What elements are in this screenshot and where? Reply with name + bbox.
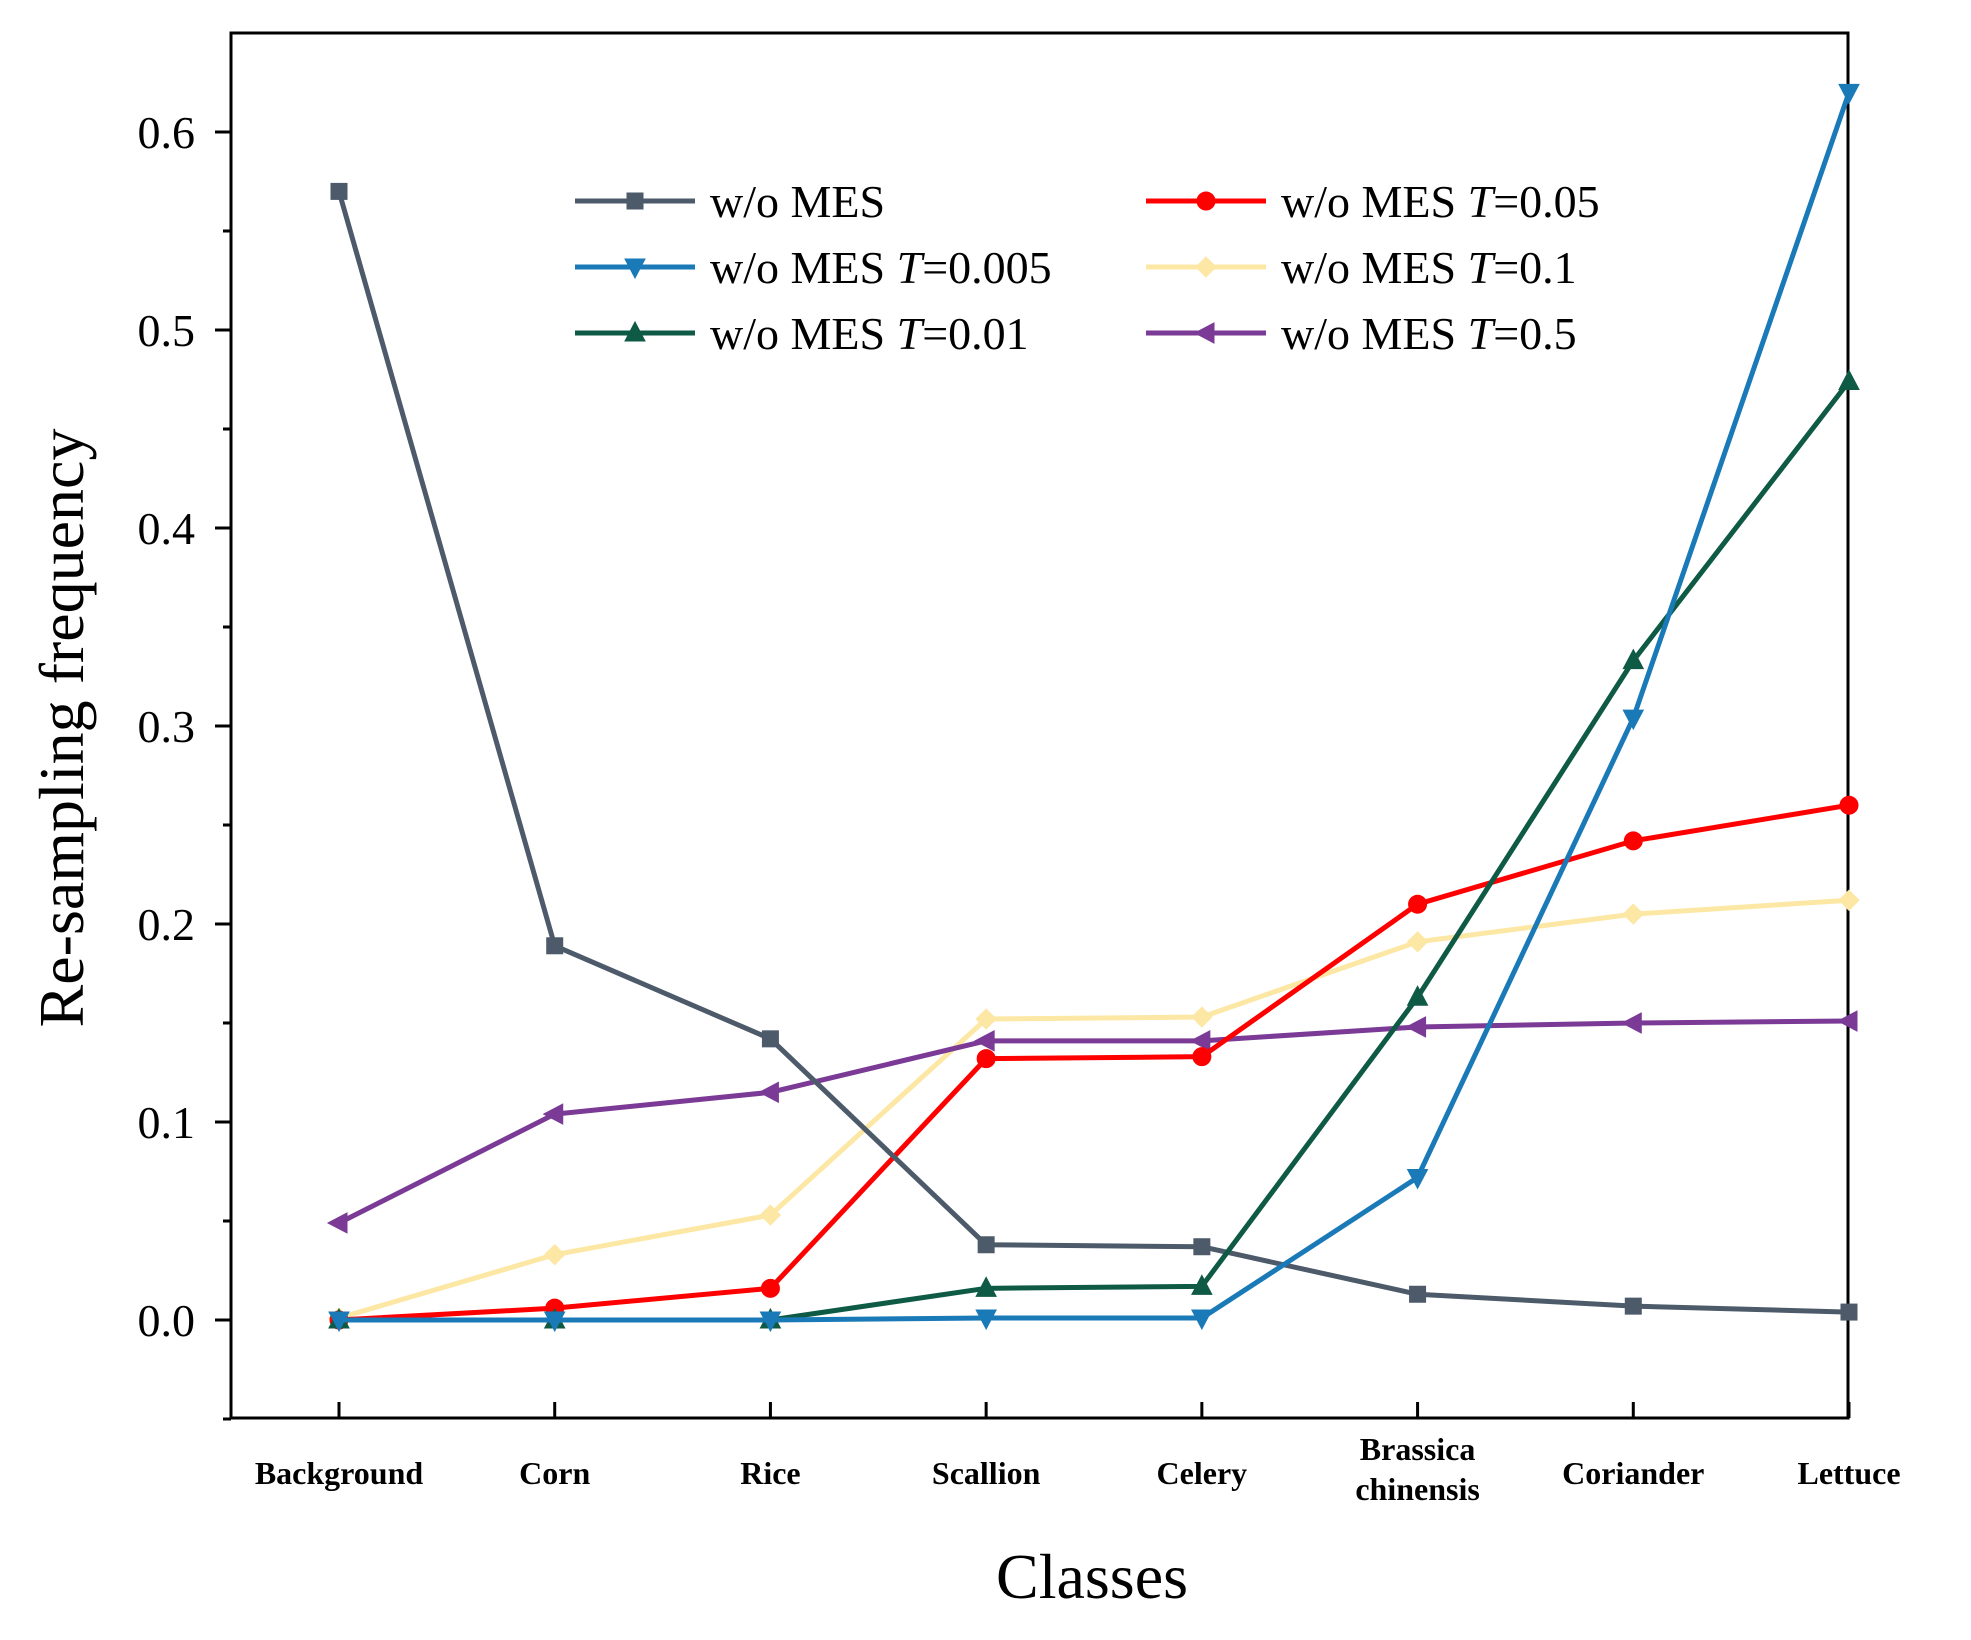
x-axis: Background Corn Rice Scallion Celery Brassica… — [255, 1402, 1901, 1507]
x-tick-label: Scallion — [932, 1455, 1041, 1491]
series-line — [337, 1018, 1850, 1226]
legend-marker — [624, 320, 646, 342]
data-point — [328, 1311, 350, 1333]
data-point — [330, 182, 348, 200]
data-point — [760, 1278, 780, 1298]
legend-label: w/o MES — [710, 176, 885, 227]
series-line — [338, 802, 1850, 1323]
y-tick-label: 0.0 — [138, 1295, 196, 1346]
data-point — [546, 937, 564, 955]
data-point — [326, 1212, 348, 1234]
data-point — [1405, 1016, 1427, 1038]
legend-item: w/o MES T=0.1 — [1146, 242, 1577, 293]
legend-item: w/o MES T=0.005 — [575, 242, 1052, 293]
data-point — [977, 1236, 995, 1254]
x-tick-label: Brassica chinensis — [1355, 1431, 1479, 1507]
data-point — [1406, 1168, 1429, 1190]
data-point — [1406, 985, 1429, 1006]
legend-marker — [1193, 322, 1215, 344]
x-tick-label: Lettuce — [1797, 1455, 1900, 1491]
legend-label: w/o MES T=0.005 — [710, 242, 1052, 293]
data-point — [1409, 1285, 1427, 1303]
data-point — [544, 1243, 566, 1266]
data-point — [759, 1311, 782, 1333]
y-tick-label: 0.5 — [138, 305, 196, 356]
series-line — [339, 91, 1852, 1323]
y-tick-label: 0.2 — [138, 899, 196, 950]
legend-item: w/o MES T=0.5 — [1146, 308, 1577, 359]
series-triangle-left — [326, 1010, 1858, 1234]
y-tick-label: 0.6 — [138, 107, 196, 158]
legend-marker — [1195, 256, 1217, 278]
legend-marker — [624, 258, 646, 280]
series-circle — [329, 795, 1859, 1330]
data-point — [1838, 369, 1860, 390]
y-tick-label: 0.3 — [138, 701, 196, 752]
x-tick-label: Coriander — [1562, 1455, 1704, 1491]
data-point — [1621, 1012, 1642, 1034]
data-point — [1624, 1297, 1642, 1315]
data-point — [1839, 795, 1859, 815]
data-point — [975, 1008, 997, 1030]
y-tick-label: 0.4 — [138, 503, 196, 554]
legend-marker — [626, 192, 644, 210]
plot-area — [229, 31, 1850, 1420]
data-point — [976, 1049, 996, 1069]
y-axis: 0.0 0.1 0.2 0.3 0.4 0.5 0.6 — [138, 107, 231, 1421]
legend-label: w/o MES T=0.5 — [1281, 308, 1577, 359]
series-layer — [326, 83, 1860, 1333]
data-point — [1189, 1029, 1211, 1052]
legend-item: w/o MES T=0.01 — [575, 308, 1029, 359]
y-tick-label: 0.1 — [138, 1097, 196, 1148]
data-point — [1406, 931, 1429, 953]
data-point — [1408, 894, 1428, 914]
data-point — [1838, 889, 1860, 911]
y-axis-title: Re-sampling frequency — [26, 429, 97, 1028]
x-tick-label: Rice — [740, 1455, 800, 1491]
data-point — [1836, 1010, 1858, 1032]
series-line — [336, 190, 1850, 1315]
data-point — [974, 1029, 995, 1052]
legend-label: w/o MES T=0.05 — [1281, 176, 1600, 227]
data-point — [1192, 1047, 1212, 1067]
series-line — [339, 379, 1851, 1323]
legend-label: w/o MES T=0.1 — [1281, 242, 1577, 293]
x-tick-label: Celery — [1157, 1455, 1248, 1491]
data-point — [542, 1103, 564, 1125]
data-point — [1623, 831, 1643, 851]
plot-frame — [229, 31, 1850, 1420]
legend-item: w/o MES — [575, 176, 885, 227]
legend-item: w/o MES T=0.05 — [1146, 176, 1600, 227]
series-line — [338, 897, 1850, 1321]
data-point — [1838, 83, 1860, 105]
data-point — [759, 1204, 782, 1226]
legend-marker — [1196, 191, 1216, 211]
data-point — [1622, 903, 1644, 925]
data-point — [1191, 1274, 1213, 1295]
series-triangle-down — [328, 83, 1860, 1333]
legend-label: w/o MES T=0.01 — [710, 308, 1029, 359]
x-tick-label: Corn — [519, 1455, 590, 1491]
legend: w/o MES w/o MES T=0.005 w/o MES T=0.01 w/o … — [575, 176, 1600, 359]
data-point — [758, 1081, 779, 1104]
data-point — [975, 1276, 997, 1297]
data-point — [1622, 709, 1645, 731]
data-point — [1191, 1006, 1213, 1028]
x-tick-label: Background — [255, 1455, 424, 1491]
data-point — [1622, 648, 1645, 670]
data-point — [1840, 1303, 1858, 1321]
series-square — [330, 182, 1858, 1321]
data-point — [761, 1030, 779, 1048]
data-point — [1191, 1309, 1213, 1331]
x-axis-title: Classes — [996, 1541, 1188, 1612]
data-point — [975, 1309, 997, 1331]
data-point — [1193, 1238, 1211, 1256]
data-point — [543, 1311, 566, 1333]
